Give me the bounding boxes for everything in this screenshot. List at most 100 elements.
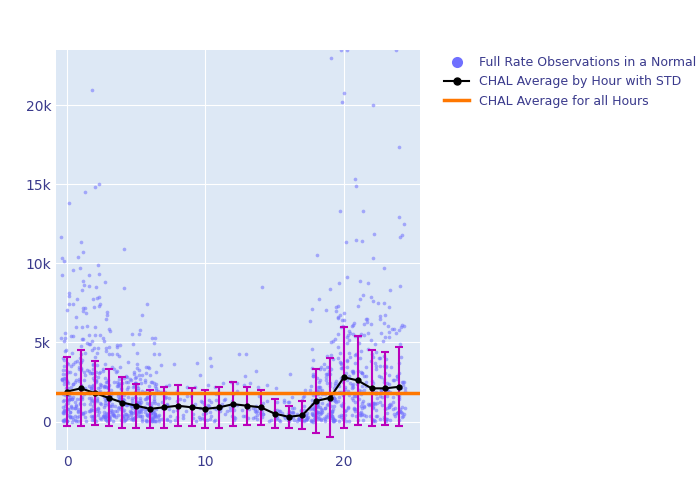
Point [335,411,346,419]
Point [67,360,78,368]
Point [312,386,323,394]
Point [321,379,332,387]
Point [272,414,283,422]
Point [57,416,69,424]
Point [284,414,295,422]
Point [126,402,137,410]
Point [62,396,73,404]
Point [311,390,322,398]
Point [307,345,318,353]
Point [66,418,78,426]
Point [330,377,342,385]
Point [76,383,87,391]
Point [100,412,111,420]
Point [340,238,351,246]
Point [60,406,71,413]
Point [351,236,362,244]
Point [149,417,160,425]
Point [106,402,118,410]
Point [104,381,115,389]
Point [216,400,228,408]
Point [380,388,391,396]
Point [150,417,162,425]
Point [62,410,74,418]
Point [62,405,74,413]
Point [88,366,99,374]
Point [64,408,76,416]
Point [134,371,145,379]
Point [306,400,317,407]
Point [302,414,313,422]
Point [368,400,379,407]
Point [58,416,69,424]
Point [394,142,405,150]
Point [160,401,172,409]
Point [328,417,339,425]
Point [98,382,109,390]
Point [186,392,197,400]
Point [356,400,368,407]
Point [358,386,369,394]
Point [224,403,235,411]
Point [150,405,161,413]
Point [220,395,231,403]
Point [284,407,295,415]
Point [391,409,402,417]
Point [86,398,97,406]
Point [144,390,155,398]
Point [372,299,384,307]
Point [71,357,83,365]
Point [393,408,405,416]
Point [314,408,326,416]
Point [136,380,147,388]
Point [141,368,152,376]
Point [384,380,395,388]
Point [312,414,323,422]
Point [385,402,396,409]
Point [57,366,69,374]
Point [274,407,286,415]
Point [381,386,392,394]
Point [288,404,300,412]
Point [316,408,328,416]
Point [321,412,332,420]
Point [131,398,142,406]
Point [378,264,389,272]
Point [100,314,111,322]
Point [104,413,115,421]
Point [306,417,317,425]
Point [147,378,158,386]
Point [144,413,155,421]
Point [160,394,171,402]
Point [326,407,337,415]
Point [318,414,330,422]
Point [198,415,209,423]
Point [106,400,118,408]
Point [292,410,303,418]
Point [90,404,101,412]
Point [114,381,125,389]
Point [371,400,382,407]
Point [332,302,344,310]
Point [379,318,390,326]
Point [89,415,100,423]
Point [62,306,73,314]
Point [385,400,396,408]
Point [84,400,95,408]
Point [148,392,160,400]
Point [57,390,68,398]
Point [325,54,336,62]
Point [117,411,128,419]
Point [130,393,141,401]
Point [389,325,400,333]
Point [118,396,130,404]
Point [342,387,354,395]
Point [88,385,99,393]
Point [111,378,122,386]
Point [99,412,111,420]
Point [64,368,75,376]
Point [112,392,123,400]
Point [161,415,172,423]
Point [325,392,336,400]
Point [85,394,97,402]
